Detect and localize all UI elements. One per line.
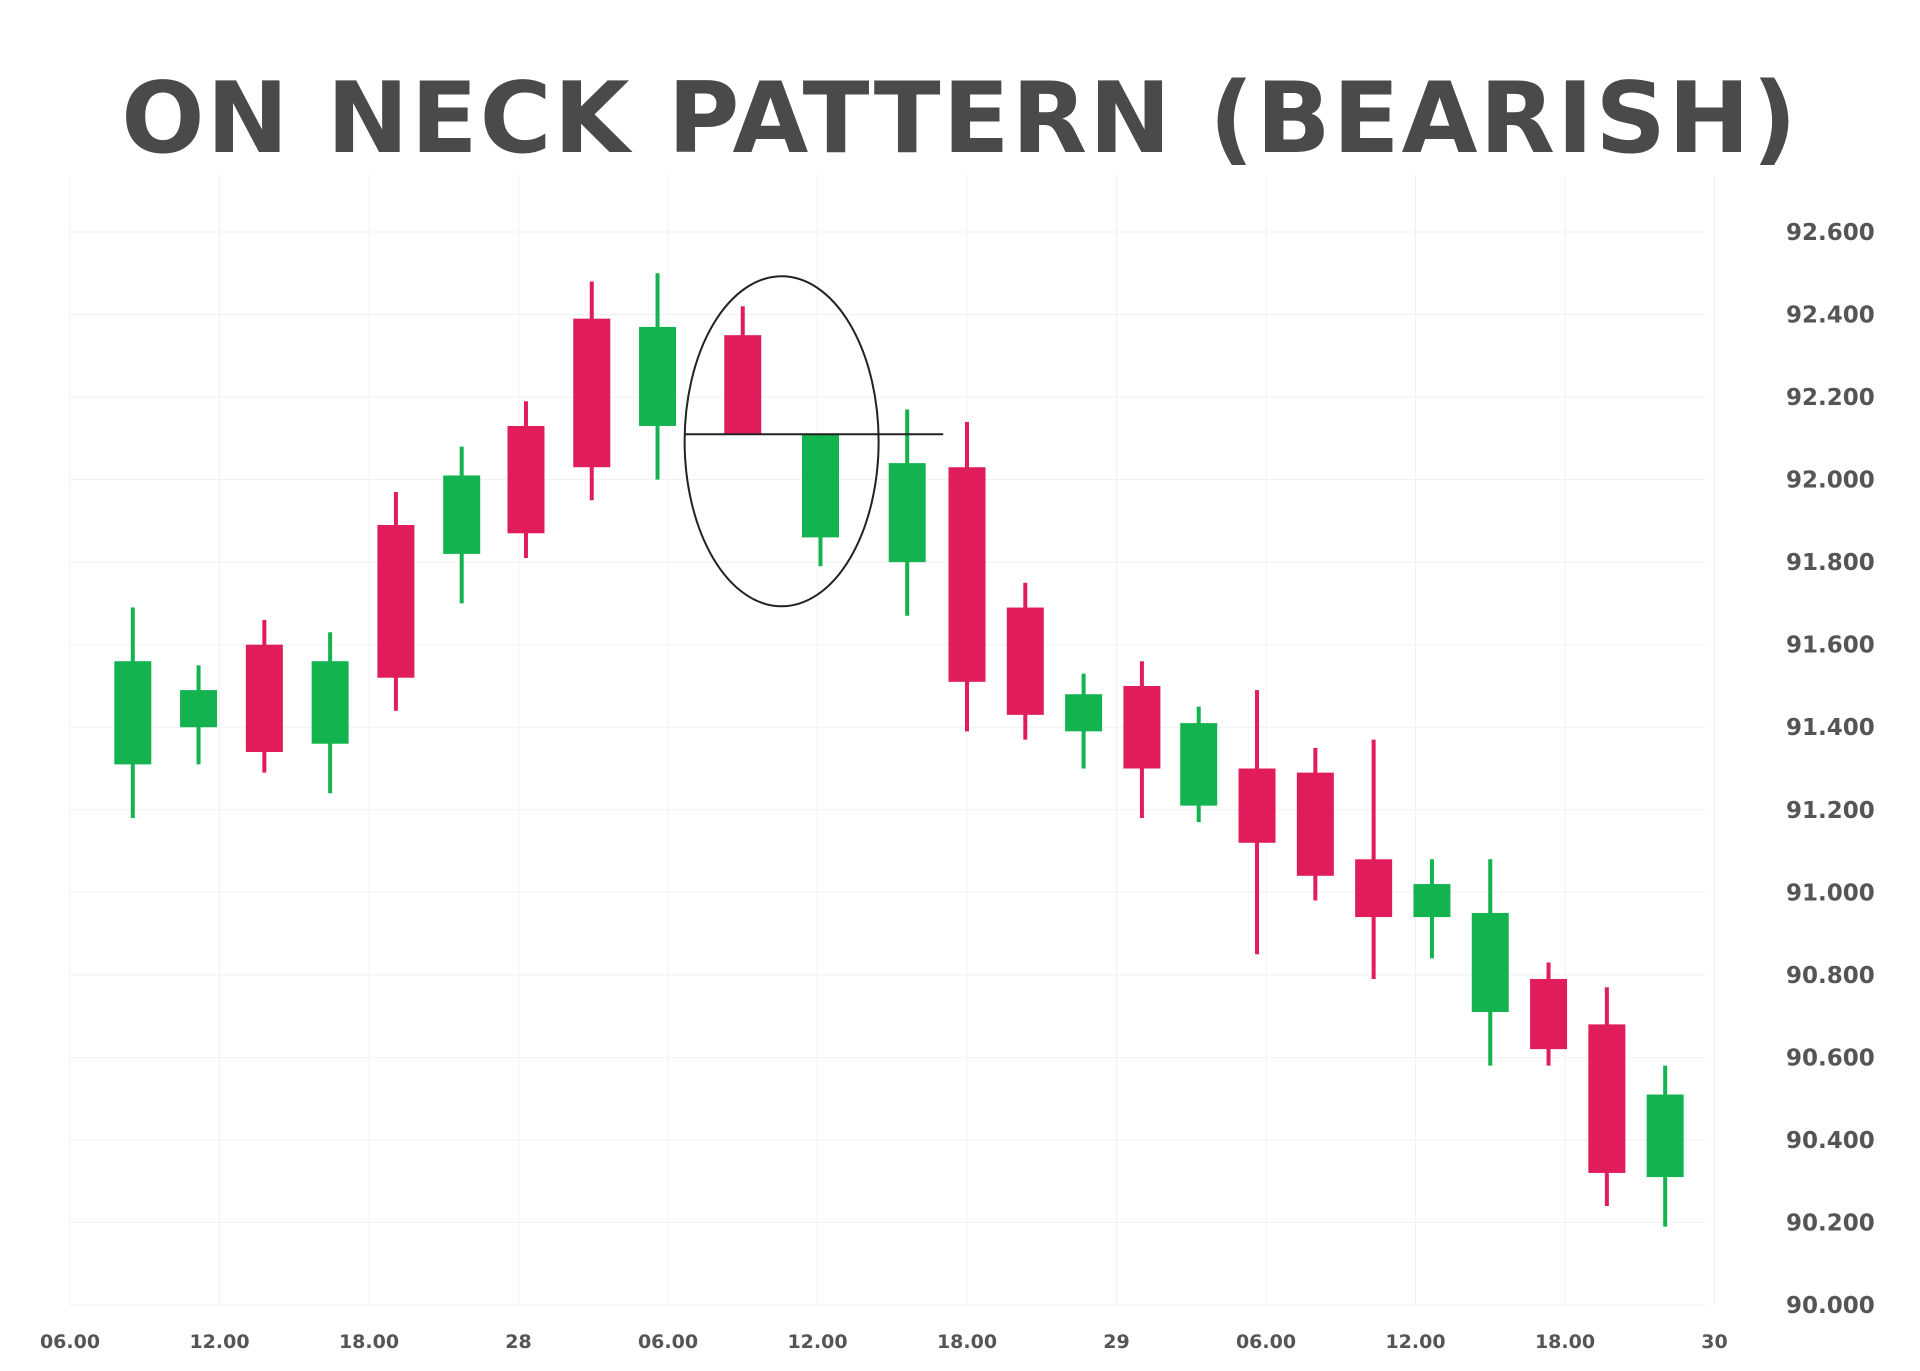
x-tick-label: 29 — [1103, 1331, 1129, 1353]
y-axis-ticks: 92.600 92.400 92.200 92.000 91.800 91.600 91.4… — [1786, 220, 1875, 1319]
grid-layer — [69, 175, 1715, 1306]
y-tick-label: 90.400 — [1786, 1128, 1875, 1154]
pattern-annotation — [683, 275, 944, 608]
candle-body — [1238, 768, 1276, 843]
x-tick-label: 12.00 — [189, 1331, 249, 1353]
candle-body — [114, 661, 152, 765]
bullish-candle — [1413, 859, 1451, 959]
x-tick-label: 12.00 — [787, 1331, 847, 1353]
bullish-candle — [1471, 859, 1509, 1066]
y-tick-label: 90.800 — [1786, 963, 1875, 989]
candle-body — [888, 463, 926, 563]
bearish-candle — [1588, 987, 1626, 1206]
candle-body — [507, 425, 545, 534]
candle-body — [1006, 607, 1044, 715]
bullish-candle — [888, 409, 926, 616]
candle-body — [1471, 912, 1509, 1012]
x-tick-label: 30 — [1701, 1331, 1727, 1353]
y-tick-label: 91.000 — [1786, 880, 1875, 906]
candle-body — [1296, 772, 1334, 876]
x-tick-label: 06.00 — [638, 1331, 698, 1353]
bullish-candle — [639, 273, 677, 480]
candle-body — [311, 661, 349, 744]
candle-body — [1123, 685, 1161, 769]
bullish-candle — [801, 434, 839, 567]
candle-body — [573, 318, 611, 468]
bullish-candle — [1646, 1065, 1684, 1227]
candle-body — [639, 326, 677, 426]
y-tick-label: 92.000 — [1786, 468, 1875, 494]
y-tick-label: 91.600 — [1786, 633, 1875, 659]
candle-body — [948, 467, 986, 682]
bullish-candle — [443, 446, 481, 604]
candle-body — [1065, 694, 1103, 732]
candle-body — [377, 525, 415, 678]
y-tick-label: 91.400 — [1786, 715, 1875, 741]
candle-body — [245, 644, 283, 752]
x-tick-label: 18.00 — [1535, 1331, 1595, 1353]
candle-body — [1646, 1094, 1684, 1178]
bullish-candle — [180, 665, 218, 765]
candle-body — [801, 434, 839, 538]
candle-body — [1180, 723, 1218, 806]
candle-body — [1530, 978, 1568, 1050]
candle-body — [724, 335, 762, 435]
x-tick-label: 28 — [505, 1331, 531, 1353]
bullish-candle — [114, 607, 152, 819]
bullish-candle — [311, 632, 349, 794]
bullish-candle — [1180, 706, 1218, 823]
x-axis-ticks: 06.00 12.00 18.00 28 06.00 12.00 18.00 29 06.00 1… — [40, 1331, 1728, 1353]
x-tick-label: 12.00 — [1385, 1331, 1445, 1353]
candle-body — [1588, 1024, 1626, 1173]
y-tick-label: 91.800 — [1786, 550, 1875, 576]
bearish-candle — [1123, 661, 1161, 819]
x-tick-label: 06.00 — [40, 1331, 100, 1353]
bearish-candle — [245, 619, 283, 773]
x-tick-label: 18.00 — [937, 1331, 997, 1353]
x-tick-label: 18.00 — [339, 1331, 399, 1353]
bullish-candle — [1065, 673, 1103, 769]
candle-body — [1413, 884, 1451, 918]
y-tick-label: 90.000 — [1786, 1293, 1875, 1319]
bearish-candle — [1006, 582, 1044, 740]
candle-body — [1355, 859, 1393, 918]
candle-body — [443, 475, 481, 554]
bearish-candle — [724, 306, 762, 435]
bearish-candle — [377, 491, 415, 711]
bearish-candle — [1355, 739, 1393, 979]
candles — [114, 273, 1684, 1227]
x-tick-label: 06.00 — [1236, 1331, 1296, 1353]
pattern-ellipse — [683, 275, 880, 608]
bearish-candle — [948, 421, 986, 732]
y-tick-label: 90.200 — [1786, 1210, 1875, 1236]
y-tick-label: 92.400 — [1786, 303, 1875, 329]
bearish-candle — [1530, 962, 1568, 1066]
y-tick-label: 92.200 — [1786, 385, 1875, 411]
y-tick-label: 91.200 — [1786, 798, 1875, 824]
y-tick-label: 90.600 — [1786, 1045, 1875, 1071]
bearish-candle — [1238, 690, 1276, 955]
bearish-candle — [1296, 747, 1334, 901]
bearish-candle — [573, 281, 611, 501]
bearish-candle — [507, 401, 545, 559]
candle-body — [180, 690, 218, 728]
chart-title: ON NECK PATTERN (BEARISH) — [121, 62, 1799, 176]
y-tick-label: 92.600 — [1786, 220, 1875, 246]
